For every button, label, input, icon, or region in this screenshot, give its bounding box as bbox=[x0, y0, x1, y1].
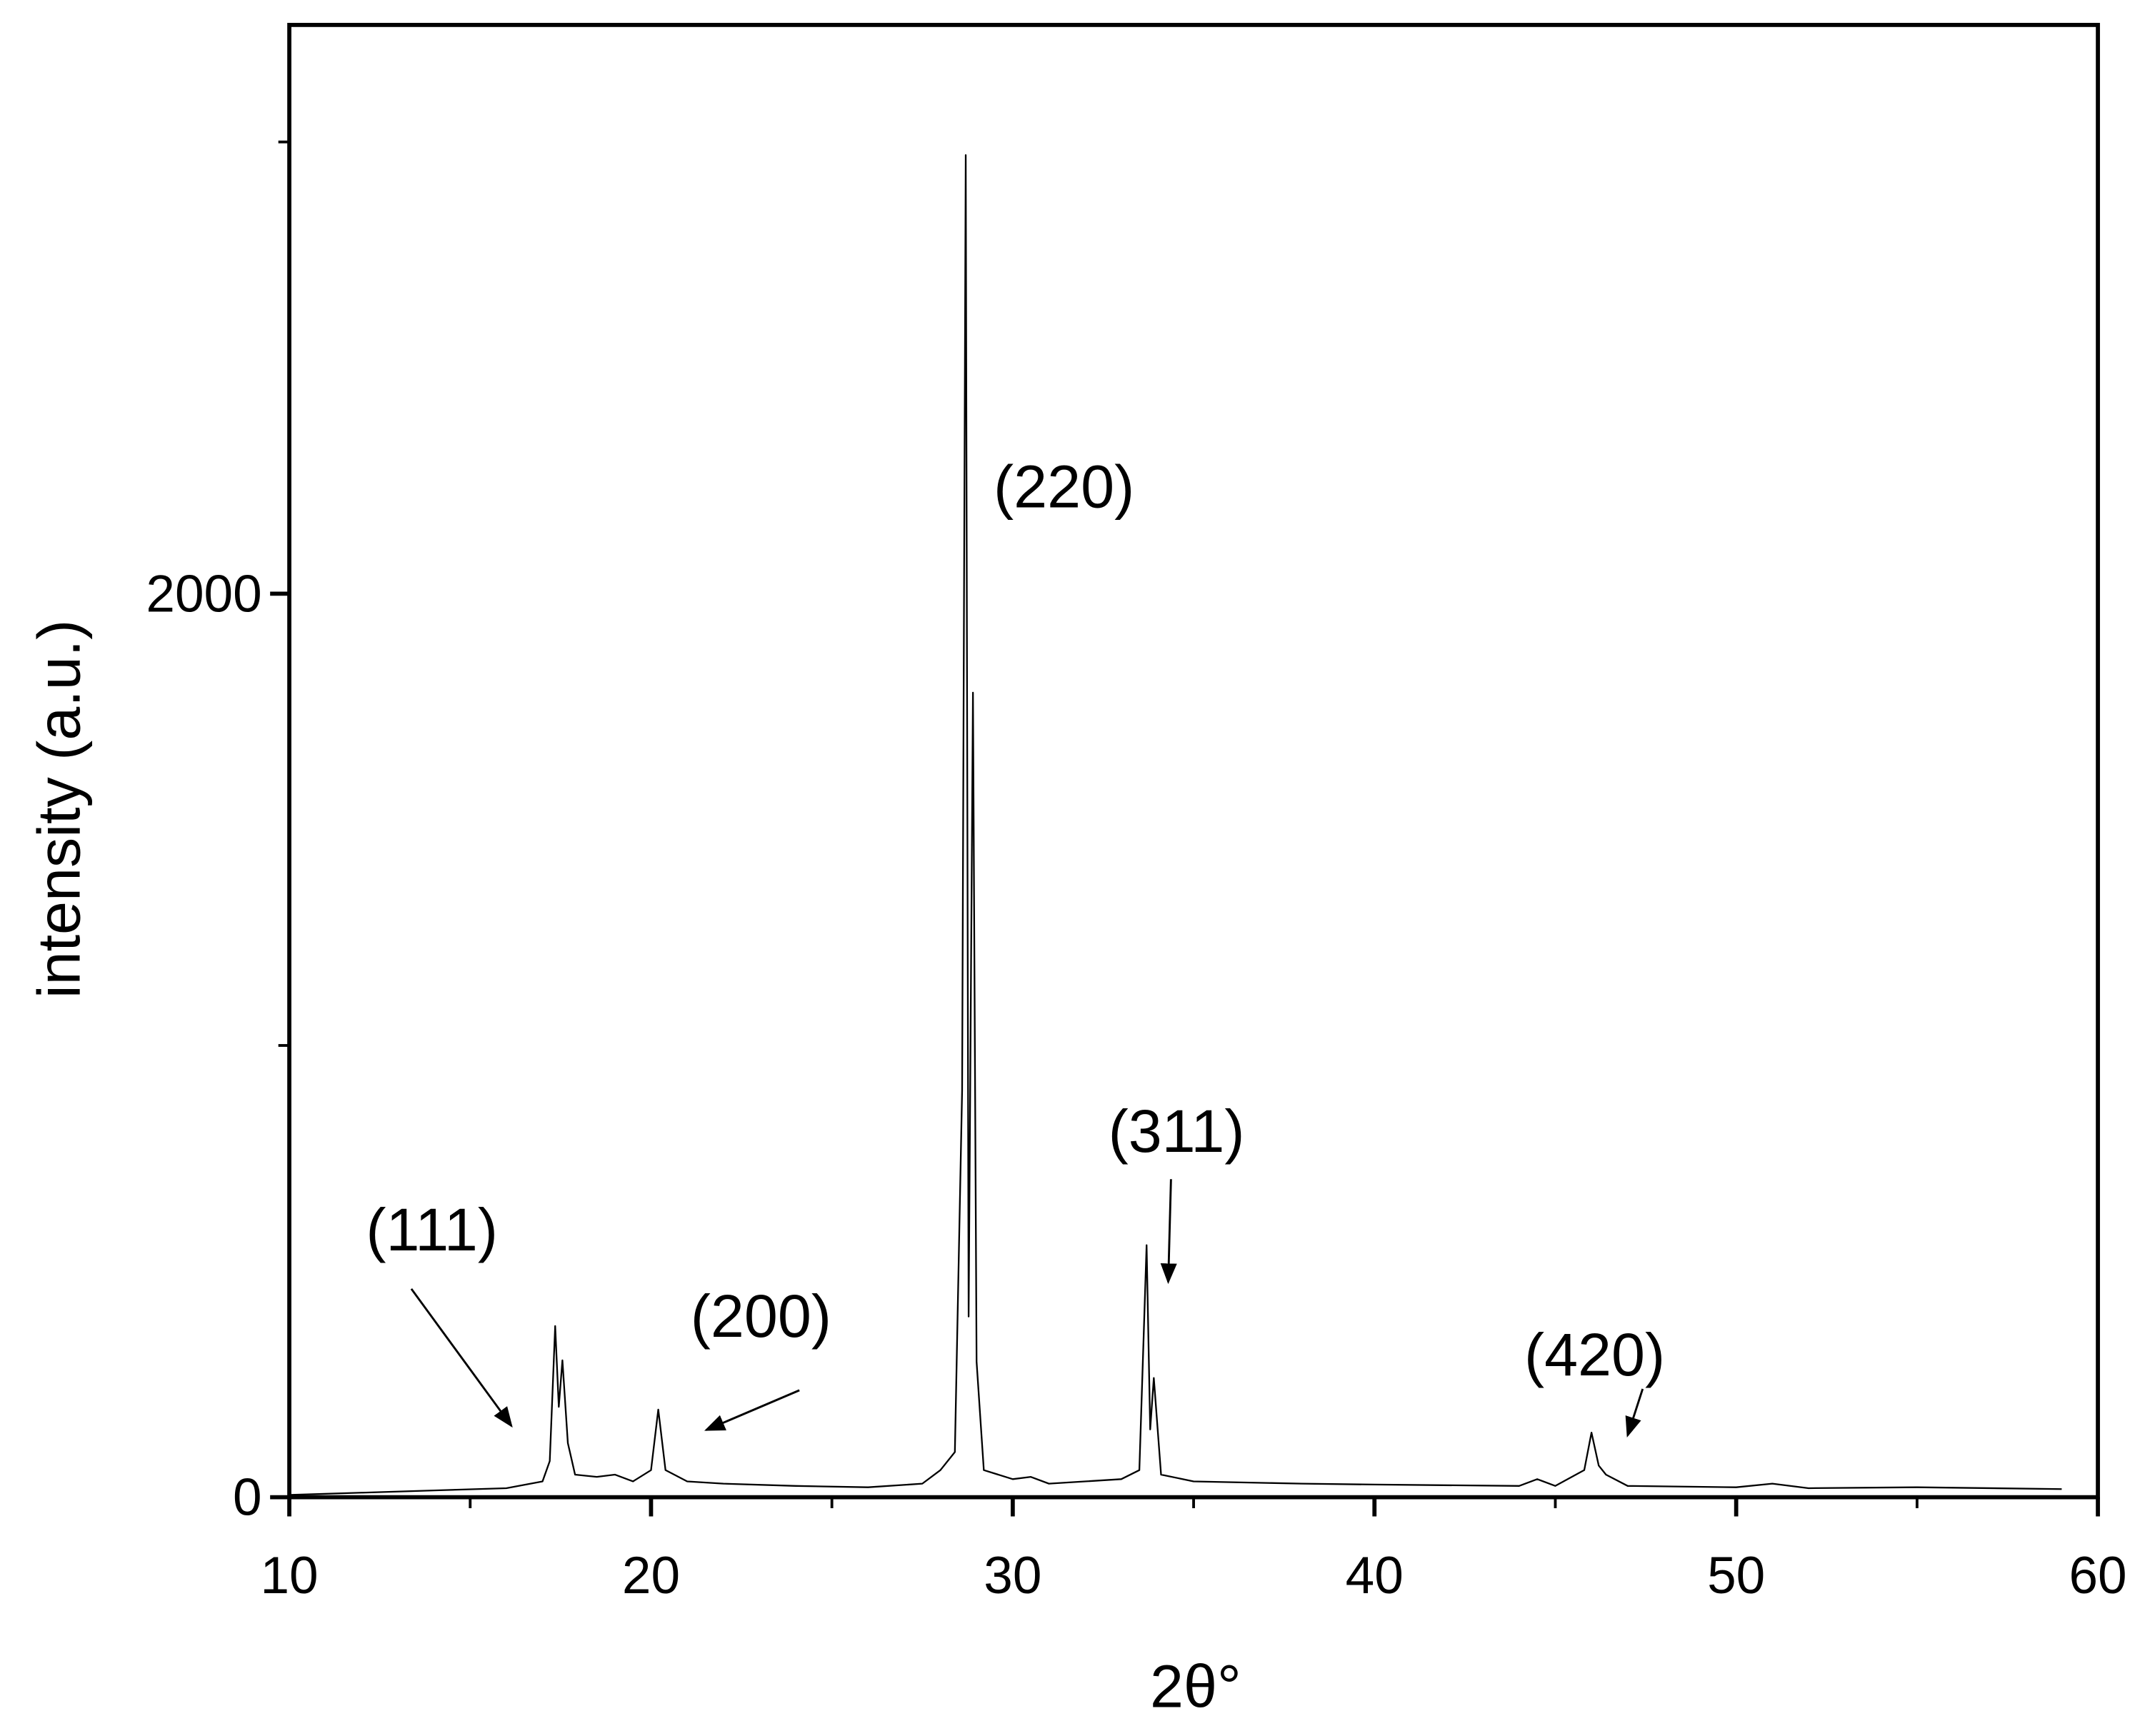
x-tick-label: 60 bbox=[2069, 1547, 2126, 1605]
annotation: (311) bbox=[1109, 1098, 1245, 1165]
y-axis-label: intensity (a.u.) bbox=[25, 620, 92, 998]
x-tick-label: 40 bbox=[1346, 1547, 1404, 1605]
annotation-arrows bbox=[410, 1179, 1644, 1438]
y-tick-label: 0 bbox=[233, 1469, 262, 1527]
x-axis-label: 2θ° bbox=[1150, 1652, 1241, 1720]
annotation: (220) bbox=[994, 453, 1134, 521]
annotation: (200) bbox=[691, 1283, 831, 1350]
x-tick-label: 50 bbox=[1707, 1547, 1765, 1605]
x-tick-label: 30 bbox=[984, 1547, 1041, 1605]
x-tick-label: 10 bbox=[260, 1547, 318, 1605]
plot-frame bbox=[287, 23, 2100, 1500]
x-tick-label: 20 bbox=[622, 1547, 680, 1605]
data-line bbox=[289, 154, 2062, 1496]
annotation: (111) bbox=[366, 1196, 498, 1263]
y-tick-label: 2000 bbox=[146, 565, 261, 623]
annotation: (420) bbox=[1524, 1321, 1665, 1388]
